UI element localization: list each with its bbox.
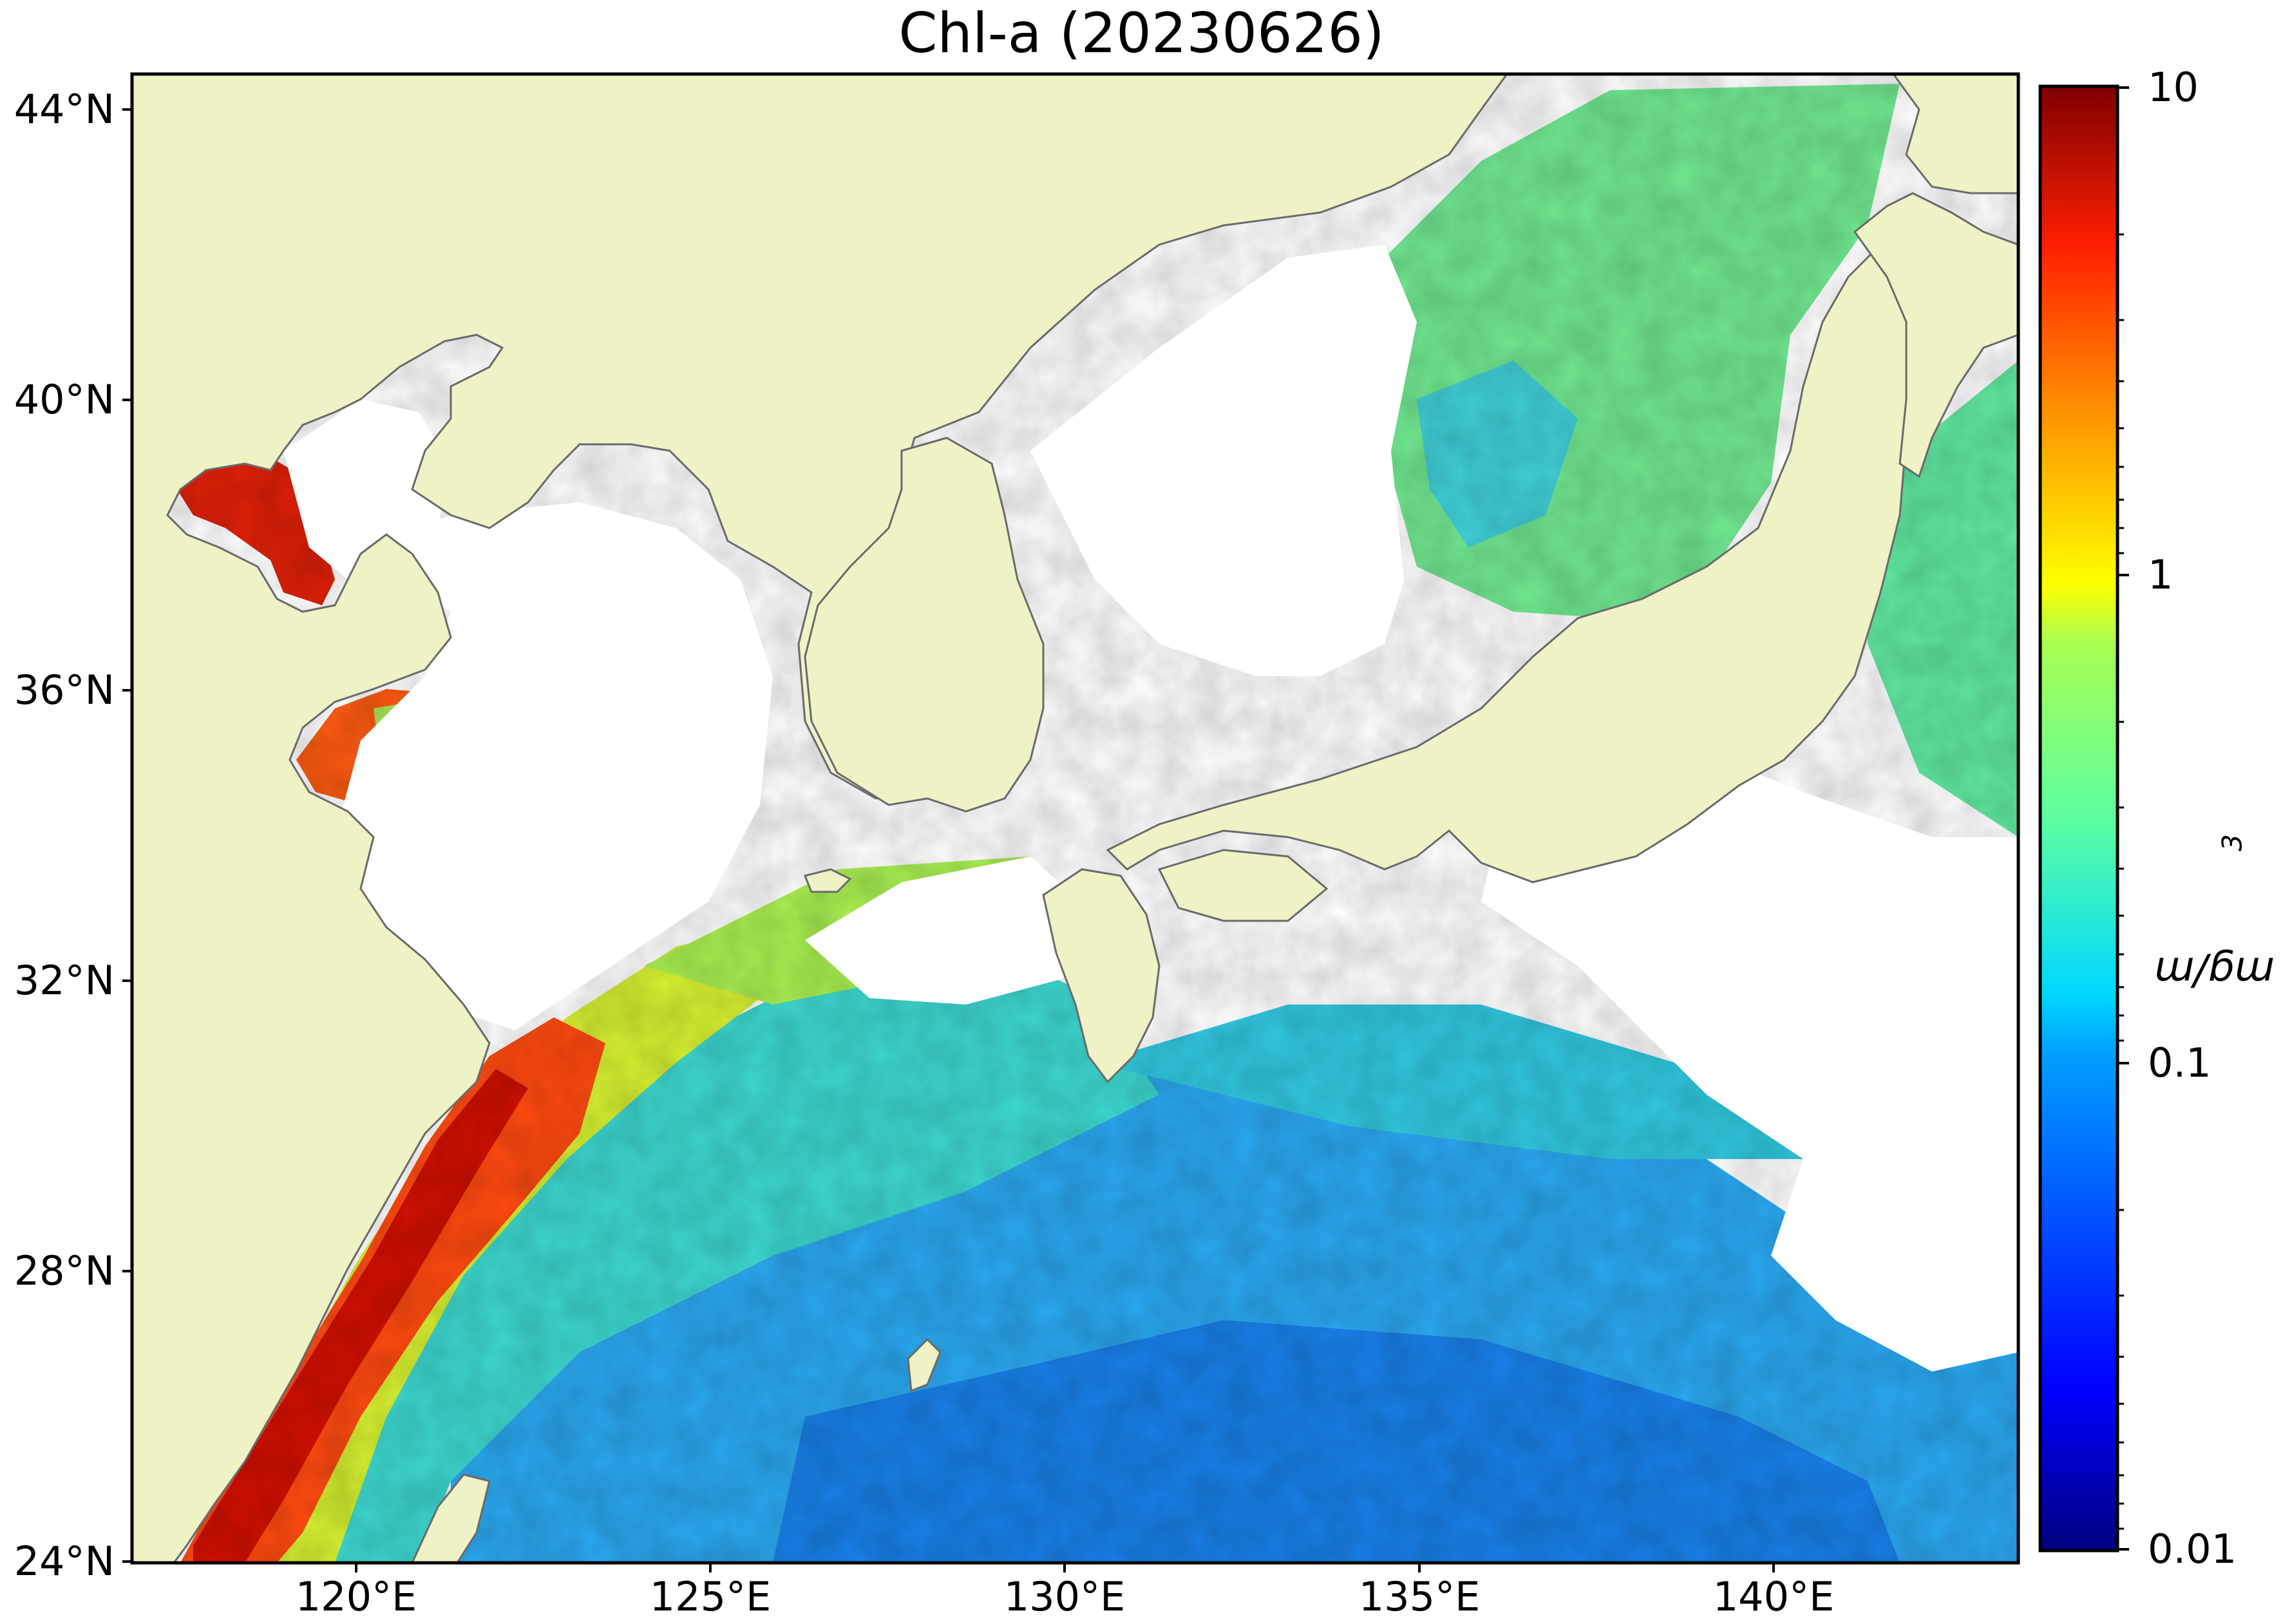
map-frame (130, 72, 2020, 1565)
colorbar-minor-ticks (2117, 233, 2124, 1530)
colorbar-unit-text: mg/m (2154, 947, 2275, 996)
lon-label-140: 140°E (1712, 1573, 1835, 1620)
lon-label-120: 120°E (295, 1573, 417, 1620)
land-sakhalin (1892, 74, 2018, 194)
land-kyushu (1042, 868, 1160, 1084)
land-hokkaido (1853, 192, 2018, 478)
lat-label-32: 32°N (14, 957, 115, 1004)
cloud-east-pacific (1481, 741, 2018, 1372)
colorbar-label-10: 10 (2148, 64, 2199, 111)
lat-label-28: 28°N (14, 1247, 115, 1294)
colorbar-label-1: 1 (2148, 551, 2174, 598)
lon-label-130: 130°E (1003, 1573, 1126, 1620)
lon-label-125: 125°E (649, 1573, 772, 1620)
colorbar-major-ticks (2117, 86, 2129, 1551)
lon-label-135: 135°E (1358, 1573, 1481, 1620)
land-jeju (803, 868, 852, 893)
lat-label-24: 24°N (14, 1538, 115, 1585)
lon-ticks (355, 1563, 1775, 1572)
colorbar-unit-exponent: 3 (2216, 834, 2248, 852)
lat-ticks (122, 108, 132, 1563)
map-title: Chl-a (20230626) (898, 1, 1385, 66)
colorbar-label-0-01: 0.01 (2148, 1525, 2237, 1572)
lat-label-40: 40°N (14, 376, 115, 423)
lat-label-36: 36°N (14, 666, 115, 713)
cloud-bohai (283, 399, 451, 580)
cloud-south-japan (805, 856, 1095, 1005)
land-honshu (1106, 243, 1914, 883)
land-shikoku (1157, 849, 1329, 922)
land-okinawa (907, 1337, 942, 1393)
cloud-sea-of-japan-west (1030, 245, 1417, 676)
lat-label-44: 44°N (14, 86, 115, 133)
land-korean-peninsula (804, 437, 1045, 813)
colorbar (2038, 84, 2119, 1553)
colorbar-label-0-1: 0.1 (2148, 1039, 2212, 1086)
land-taiwan (411, 1473, 491, 1563)
